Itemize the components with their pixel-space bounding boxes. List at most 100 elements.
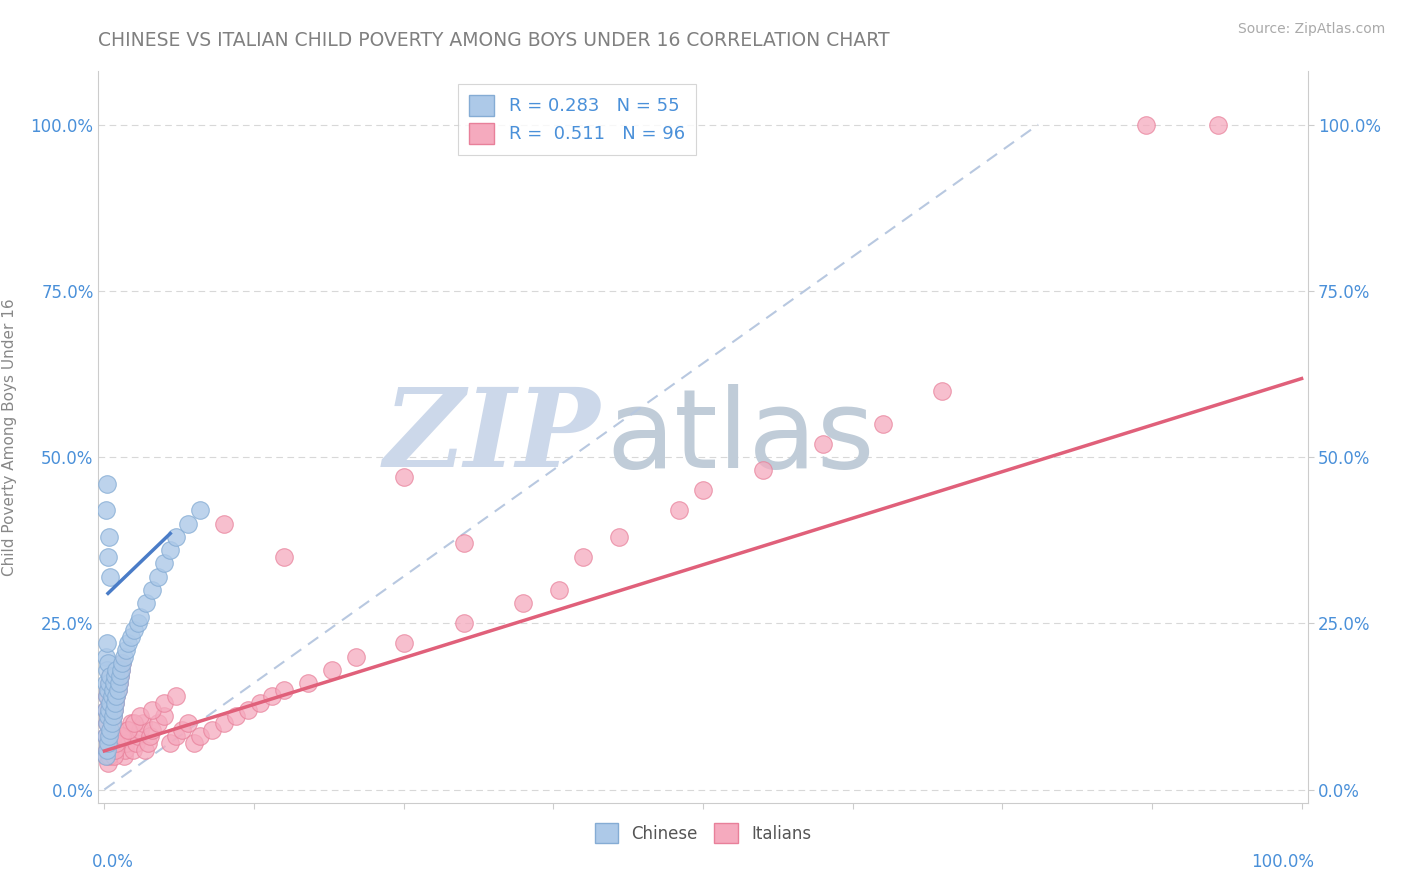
- Point: [115, 736, 138, 750]
- Point: [136, 736, 159, 750]
- Point: [129, 723, 152, 737]
- Point: [273, 682, 295, 697]
- Point: [1206, 118, 1229, 132]
- Point: [117, 636, 139, 650]
- Point: [141, 703, 163, 717]
- Point: [148, 570, 170, 584]
- Point: [212, 716, 235, 731]
- Point: [135, 596, 157, 610]
- Point: [98, 729, 121, 743]
- Point: [392, 470, 415, 484]
- Point: [107, 676, 129, 690]
- Point: [97, 736, 120, 750]
- Point: [872, 417, 894, 431]
- Point: [100, 696, 122, 710]
- Text: Source: ZipAtlas.com: Source: ZipAtlas.com: [1237, 22, 1385, 37]
- Point: [101, 682, 124, 697]
- Y-axis label: Child Poverty Among Boys Under 16: Child Poverty Among Boys Under 16: [1, 298, 17, 576]
- Point: [392, 636, 415, 650]
- Point: [129, 709, 152, 723]
- Point: [127, 616, 149, 631]
- Point: [100, 716, 122, 731]
- Point: [344, 649, 367, 664]
- Point: [201, 723, 224, 737]
- Point: [159, 543, 181, 558]
- Point: [249, 696, 271, 710]
- Point: [97, 709, 120, 723]
- Point: [100, 696, 122, 710]
- Point: [165, 729, 187, 743]
- Point: [103, 703, 125, 717]
- Point: [96, 716, 118, 731]
- Point: [141, 723, 163, 737]
- Point: [105, 736, 128, 750]
- Point: [110, 663, 132, 677]
- Point: [141, 582, 163, 597]
- Point: [225, 709, 247, 723]
- Point: [94, 749, 117, 764]
- Point: [103, 676, 125, 690]
- Point: [94, 729, 117, 743]
- Point: [98, 749, 121, 764]
- Point: [97, 682, 120, 697]
- Point: [273, 549, 295, 564]
- Point: [111, 729, 134, 743]
- Point: [100, 669, 122, 683]
- Point: [97, 736, 120, 750]
- Point: [105, 663, 128, 677]
- Point: [188, 503, 211, 517]
- Text: 0.0%: 0.0%: [93, 853, 134, 871]
- Text: ZIP: ZIP: [384, 384, 600, 491]
- Point: [104, 669, 127, 683]
- Point: [115, 643, 138, 657]
- Point: [94, 703, 117, 717]
- Point: [94, 676, 117, 690]
- Point: [100, 716, 122, 731]
- Point: [134, 742, 156, 756]
- Point: [98, 703, 121, 717]
- Point: [94, 703, 117, 717]
- Point: [139, 729, 162, 743]
- Point: [96, 636, 118, 650]
- Point: [96, 742, 118, 756]
- Point: [236, 703, 259, 717]
- Point: [98, 676, 121, 690]
- Point: [212, 516, 235, 531]
- Point: [105, 663, 128, 677]
- Point: [120, 630, 142, 644]
- Point: [165, 530, 187, 544]
- Point: [96, 742, 118, 756]
- Point: [98, 729, 121, 743]
- Point: [453, 616, 475, 631]
- Point: [124, 716, 146, 731]
- Point: [177, 516, 200, 531]
- Point: [107, 676, 129, 690]
- Point: [153, 557, 176, 571]
- Point: [122, 742, 145, 756]
- Point: [101, 709, 124, 723]
- Text: CHINESE VS ITALIAN CHILD POVERTY AMONG BOYS UNDER 16 CORRELATION CHART: CHINESE VS ITALIAN CHILD POVERTY AMONG B…: [98, 31, 890, 50]
- Point: [1135, 118, 1157, 132]
- Point: [100, 736, 122, 750]
- Point: [114, 742, 136, 756]
- Point: [97, 756, 120, 770]
- Point: [97, 682, 120, 697]
- Point: [101, 709, 124, 723]
- Point: [100, 723, 122, 737]
- Point: [453, 536, 475, 550]
- Point: [108, 669, 131, 683]
- Point: [183, 736, 205, 750]
- Point: [111, 656, 134, 670]
- Point: [100, 570, 122, 584]
- Point: [96, 690, 118, 704]
- Point: [103, 676, 125, 690]
- Point: [100, 690, 122, 704]
- Point: [172, 723, 194, 737]
- Point: [107, 682, 129, 697]
- Point: [100, 690, 122, 704]
- Point: [692, 483, 714, 498]
- Point: [124, 623, 146, 637]
- Point: [104, 696, 127, 710]
- Point: [153, 696, 176, 710]
- Point: [98, 703, 121, 717]
